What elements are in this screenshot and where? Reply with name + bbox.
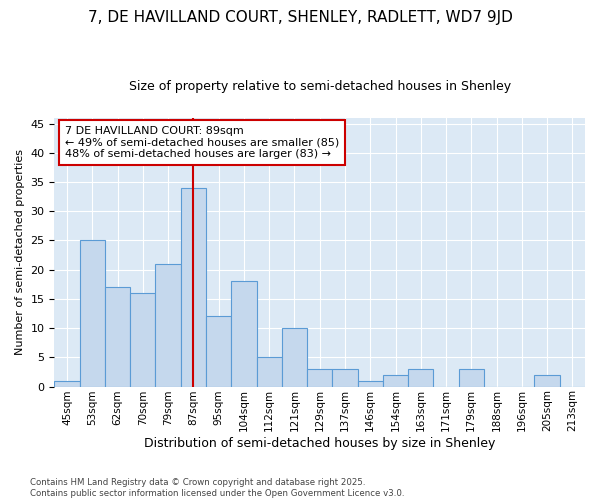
Bar xyxy=(307,369,332,386)
Bar xyxy=(535,375,560,386)
Text: Contains HM Land Registry data © Crown copyright and database right 2025.
Contai: Contains HM Land Registry data © Crown c… xyxy=(30,478,404,498)
Bar xyxy=(282,328,307,386)
Bar xyxy=(408,369,433,386)
Bar xyxy=(358,380,383,386)
Bar xyxy=(257,358,282,386)
Bar xyxy=(332,369,358,386)
Title: Size of property relative to semi-detached houses in Shenley: Size of property relative to semi-detach… xyxy=(128,80,511,93)
Bar xyxy=(383,375,408,386)
Bar xyxy=(105,287,130,386)
Text: 7 DE HAVILLAND COURT: 89sqm
← 49% of semi-detached houses are smaller (85)
48% o: 7 DE HAVILLAND COURT: 89sqm ← 49% of sem… xyxy=(65,126,339,159)
Bar xyxy=(231,282,257,387)
Text: 7, DE HAVILLAND COURT, SHENLEY, RADLETT, WD7 9JD: 7, DE HAVILLAND COURT, SHENLEY, RADLETT,… xyxy=(88,10,512,25)
Y-axis label: Number of semi-detached properties: Number of semi-detached properties xyxy=(15,149,25,355)
Bar xyxy=(155,264,181,386)
Bar xyxy=(55,380,80,386)
X-axis label: Distribution of semi-detached houses by size in Shenley: Distribution of semi-detached houses by … xyxy=(144,437,496,450)
Bar xyxy=(80,240,105,386)
Bar xyxy=(130,293,155,386)
Bar xyxy=(181,188,206,386)
Bar xyxy=(206,316,231,386)
Bar xyxy=(458,369,484,386)
